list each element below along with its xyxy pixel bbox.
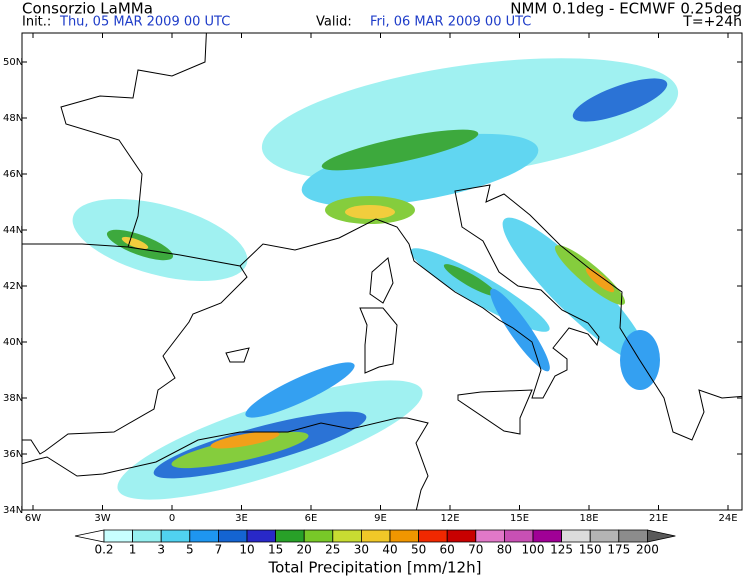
lon-label: 3E [235,513,248,524]
level-label: 200 [636,543,659,557]
lat-label: 42N [3,281,23,292]
level-label: 3 [157,543,165,557]
model-title: NMM 0.1deg - ECMWF 0.25deg [510,0,742,18]
lat-label: 44N [3,225,23,236]
color-swatch [446,529,477,543]
level-label: 125 [550,543,573,557]
color-swatch [647,529,676,543]
lat-label: 34N [3,505,23,516]
color-swatch [189,529,219,543]
lon-label: 6W [25,513,41,524]
colorbar: 0.2 1 3 5 7 10 15 20 25 30 40 50 60 70 80 100 125 150 175 2… [74,529,676,557]
color-swatch [217,529,248,543]
legend-title: Total Precipitation [mm/12h] [268,559,482,577]
color-swatch [360,529,391,543]
lon-label: 6E [305,513,318,524]
valid-label: Valid: [316,15,352,30]
lon-label: 21E [649,513,668,524]
lat-label: 38N [3,393,23,404]
color-swatch [389,529,420,543]
lon-label: 3W [94,513,110,524]
color-swatch [275,529,305,543]
init-time: Thu, 05 MAR 2009 00 UTC [59,15,230,30]
level-label: 50 [411,543,426,557]
forecast-step: T=+24h [682,14,742,30]
lat-label: 48N [3,113,23,124]
level-label: 30 [354,543,369,557]
lon-label: 0 [169,513,175,524]
init-label: Init.: [22,15,51,30]
map-frame [21,32,743,511]
level-label: 20 [297,543,312,557]
lat-label: 40N [3,337,23,348]
color-swatch [160,529,191,543]
color-swatch [132,529,162,543]
precipitation-field [22,33,742,510]
level-label: 7 [215,543,223,557]
lon-label: 24E [718,513,737,524]
level-label: 15 [268,543,283,557]
level-label: 1 [129,543,137,557]
lon-label: 9E [374,513,387,524]
level-label: 80 [497,543,512,557]
color-swatch [561,529,591,543]
producer-title: Consorzio LaMMa [22,0,153,18]
level-label: 25 [325,543,340,557]
color-swatch [418,529,448,543]
color-swatch [618,529,648,543]
coastlines [22,33,742,510]
color-swatch [103,529,134,543]
color-swatch [332,529,362,543]
level-label: 5 [186,543,194,557]
color-swatch [303,529,334,543]
lat-label: 36N [3,449,23,460]
color-swatch [475,529,505,543]
lon-label: 12E [440,513,459,524]
color-swatch [246,529,277,543]
lat-label: 50N [3,57,23,68]
level-label: 0.2 [94,543,113,557]
color-swatch [589,529,620,543]
color-swatch [503,529,534,543]
lat-label: 46N [3,169,23,180]
lon-label: 15E [510,513,529,524]
level-label: 60 [440,543,455,557]
level-label: 100 [522,543,545,557]
lon-label: 18E [579,513,598,524]
valid-time: Fri, 06 MAR 2009 00 UTC [370,15,531,30]
level-label: 40 [382,543,397,557]
color-swatch [532,529,562,543]
level-label: 175 [607,543,630,557]
level-label: 150 [579,543,602,557]
level-label: 70 [468,543,483,557]
level-label: 10 [239,543,254,557]
